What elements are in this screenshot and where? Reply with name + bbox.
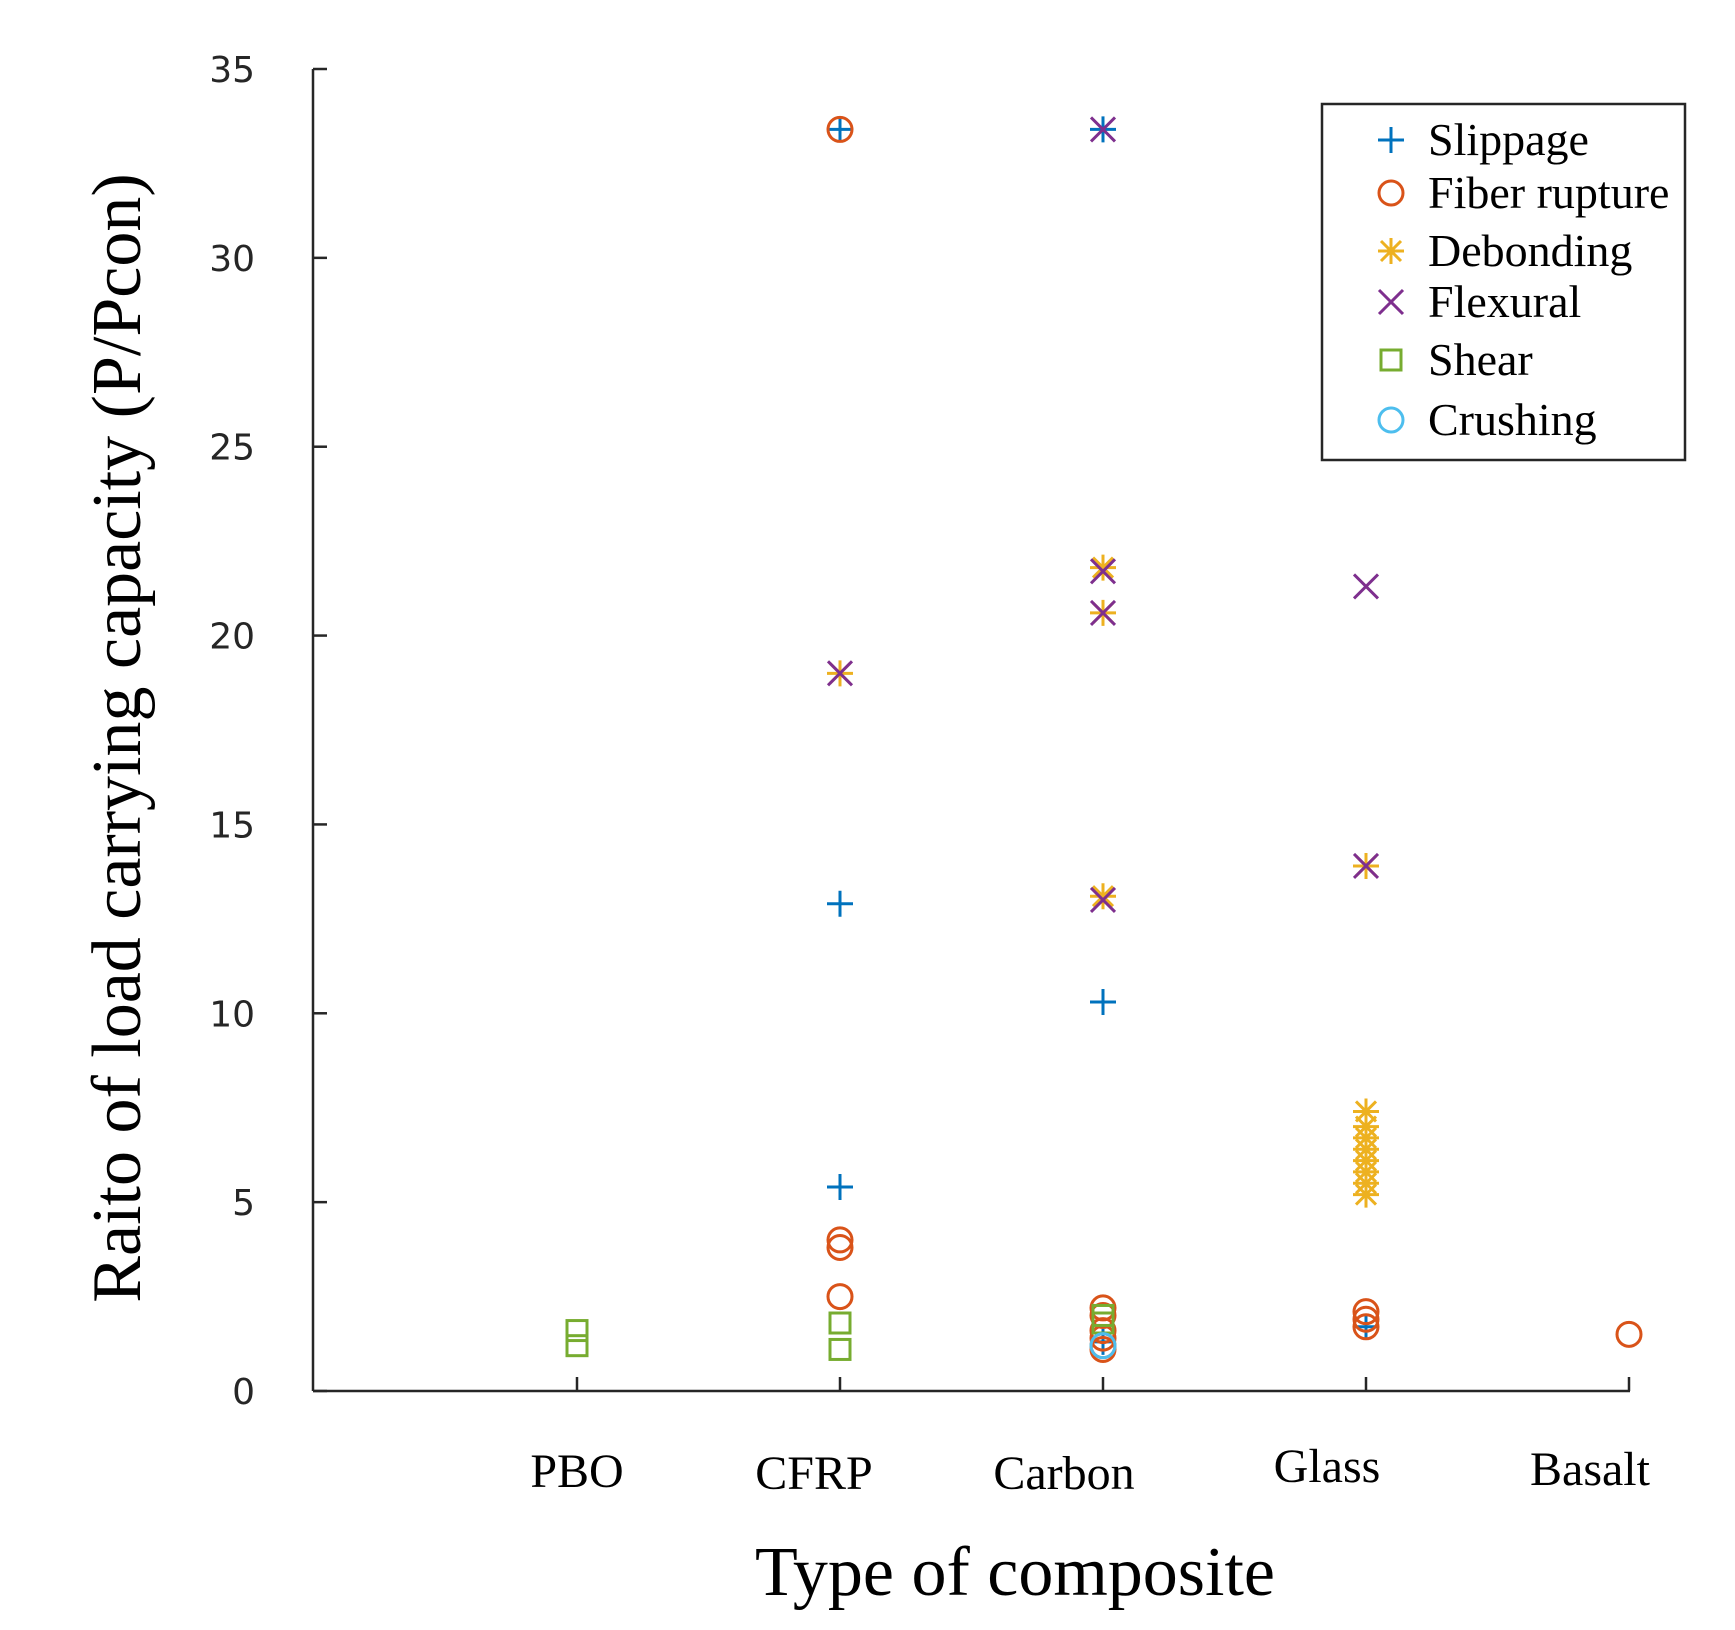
point-slippage (1090, 988, 1116, 1015)
point-flexural (1089, 558, 1117, 585)
x-tick-label: PBO (530, 1445, 623, 1498)
legend-marker-flexural (1377, 288, 1405, 316)
legend-item-slippage: Slippage (1378, 114, 1589, 165)
point-fiber-rupture (1352, 1305, 1380, 1333)
series-flexural (826, 116, 1380, 914)
point-slippage (827, 1174, 853, 1201)
point-slippage (827, 890, 853, 917)
point-shear (565, 1319, 589, 1343)
legend-item-debonding: Debonding (1378, 225, 1632, 276)
y-tick-label: 25 (209, 428, 255, 469)
series-shear (565, 1303, 1115, 1361)
y-tick-label: 35 (209, 50, 255, 91)
y-tick-label: 0 (232, 1372, 255, 1413)
x-tick-label: Basalt (1530, 1443, 1651, 1496)
point-flexural (1089, 116, 1117, 143)
axes (311, 67, 1631, 1393)
legend-label-shear: Shear (1428, 334, 1533, 385)
point-flexural (1352, 573, 1380, 600)
y-tick-label: 5 (232, 1183, 255, 1224)
x-tick-label: Carbon (993, 1447, 1134, 1500)
point-fiber-rupture (1089, 1317, 1117, 1345)
point-flexural (826, 660, 854, 687)
legend-marker-slippage (1378, 127, 1404, 153)
x-tick-label: Glass (1274, 1440, 1381, 1493)
series-debonding (827, 554, 1379, 1208)
point-fiber-rupture (826, 1233, 854, 1261)
point-debonding (1090, 883, 1116, 910)
legend-item-crushing: Crushing (1377, 394, 1597, 445)
y-tick-label: 30 (209, 239, 255, 280)
point-fiber-rupture (826, 1226, 854, 1254)
y-tick-label: 20 (209, 617, 255, 658)
legend-marker-crushing (1377, 406, 1405, 434)
legend-marker-shear (1379, 348, 1403, 372)
point-debonding (1090, 554, 1116, 581)
legend-label-fiber-rupture: Fiber rupture (1428, 167, 1669, 218)
point-debonding (1353, 1181, 1379, 1208)
point-flexural (1352, 852, 1380, 880)
point-fiber-rupture (826, 1283, 854, 1311)
legend-marker-fiber-rupture (1377, 179, 1405, 207)
point-fiber-rupture (1615, 1320, 1643, 1348)
point-flexural (1089, 886, 1117, 914)
series-crushing (1089, 1332, 1117, 1360)
legend-item-shear: Shear (1379, 334, 1533, 385)
y-axis-title: Raito of load carrying capacity (P/Pcon) (79, 173, 156, 1302)
point-shear (565, 1334, 589, 1358)
legend-item-fiber-rupture: Fiber rupture (1377, 167, 1669, 218)
legend-label-crushing: Crushing (1428, 394, 1597, 445)
point-slippage (827, 116, 853, 143)
series-slippage (827, 116, 1379, 1355)
y-tick-label: 15 (209, 805, 255, 846)
legend-item-flexural: Flexural (1377, 276, 1581, 327)
legend-box (1320, 102, 1687, 462)
data-marks (565, 115, 1643, 1363)
x-tick-label: CFRP (755, 1447, 872, 1500)
legend-label-flexural: Flexural (1428, 276, 1581, 327)
y-tick-label: 10 (209, 994, 255, 1035)
point-flexural (1089, 599, 1117, 626)
point-debonding (1353, 1098, 1379, 1125)
point-crushing (1089, 1332, 1117, 1360)
point-fiber-rupture (826, 115, 854, 143)
point-fiber-rupture (1352, 1298, 1380, 1326)
legend-marker-debonding (1378, 238, 1404, 264)
legend-label-debonding: Debonding (1428, 225, 1632, 276)
legend-label-slippage: Slippage (1428, 114, 1589, 165)
tick-labels: 0 5 10 15 20 25 30 35 PBO CFRP Carbon Glass Basalt (209, 50, 1650, 1500)
point-shear (828, 1337, 852, 1361)
point-fiber-rupture (1352, 1313, 1380, 1341)
point-shear (828, 1311, 852, 1335)
x-axis-title: Type of composite (755, 1534, 1275, 1611)
